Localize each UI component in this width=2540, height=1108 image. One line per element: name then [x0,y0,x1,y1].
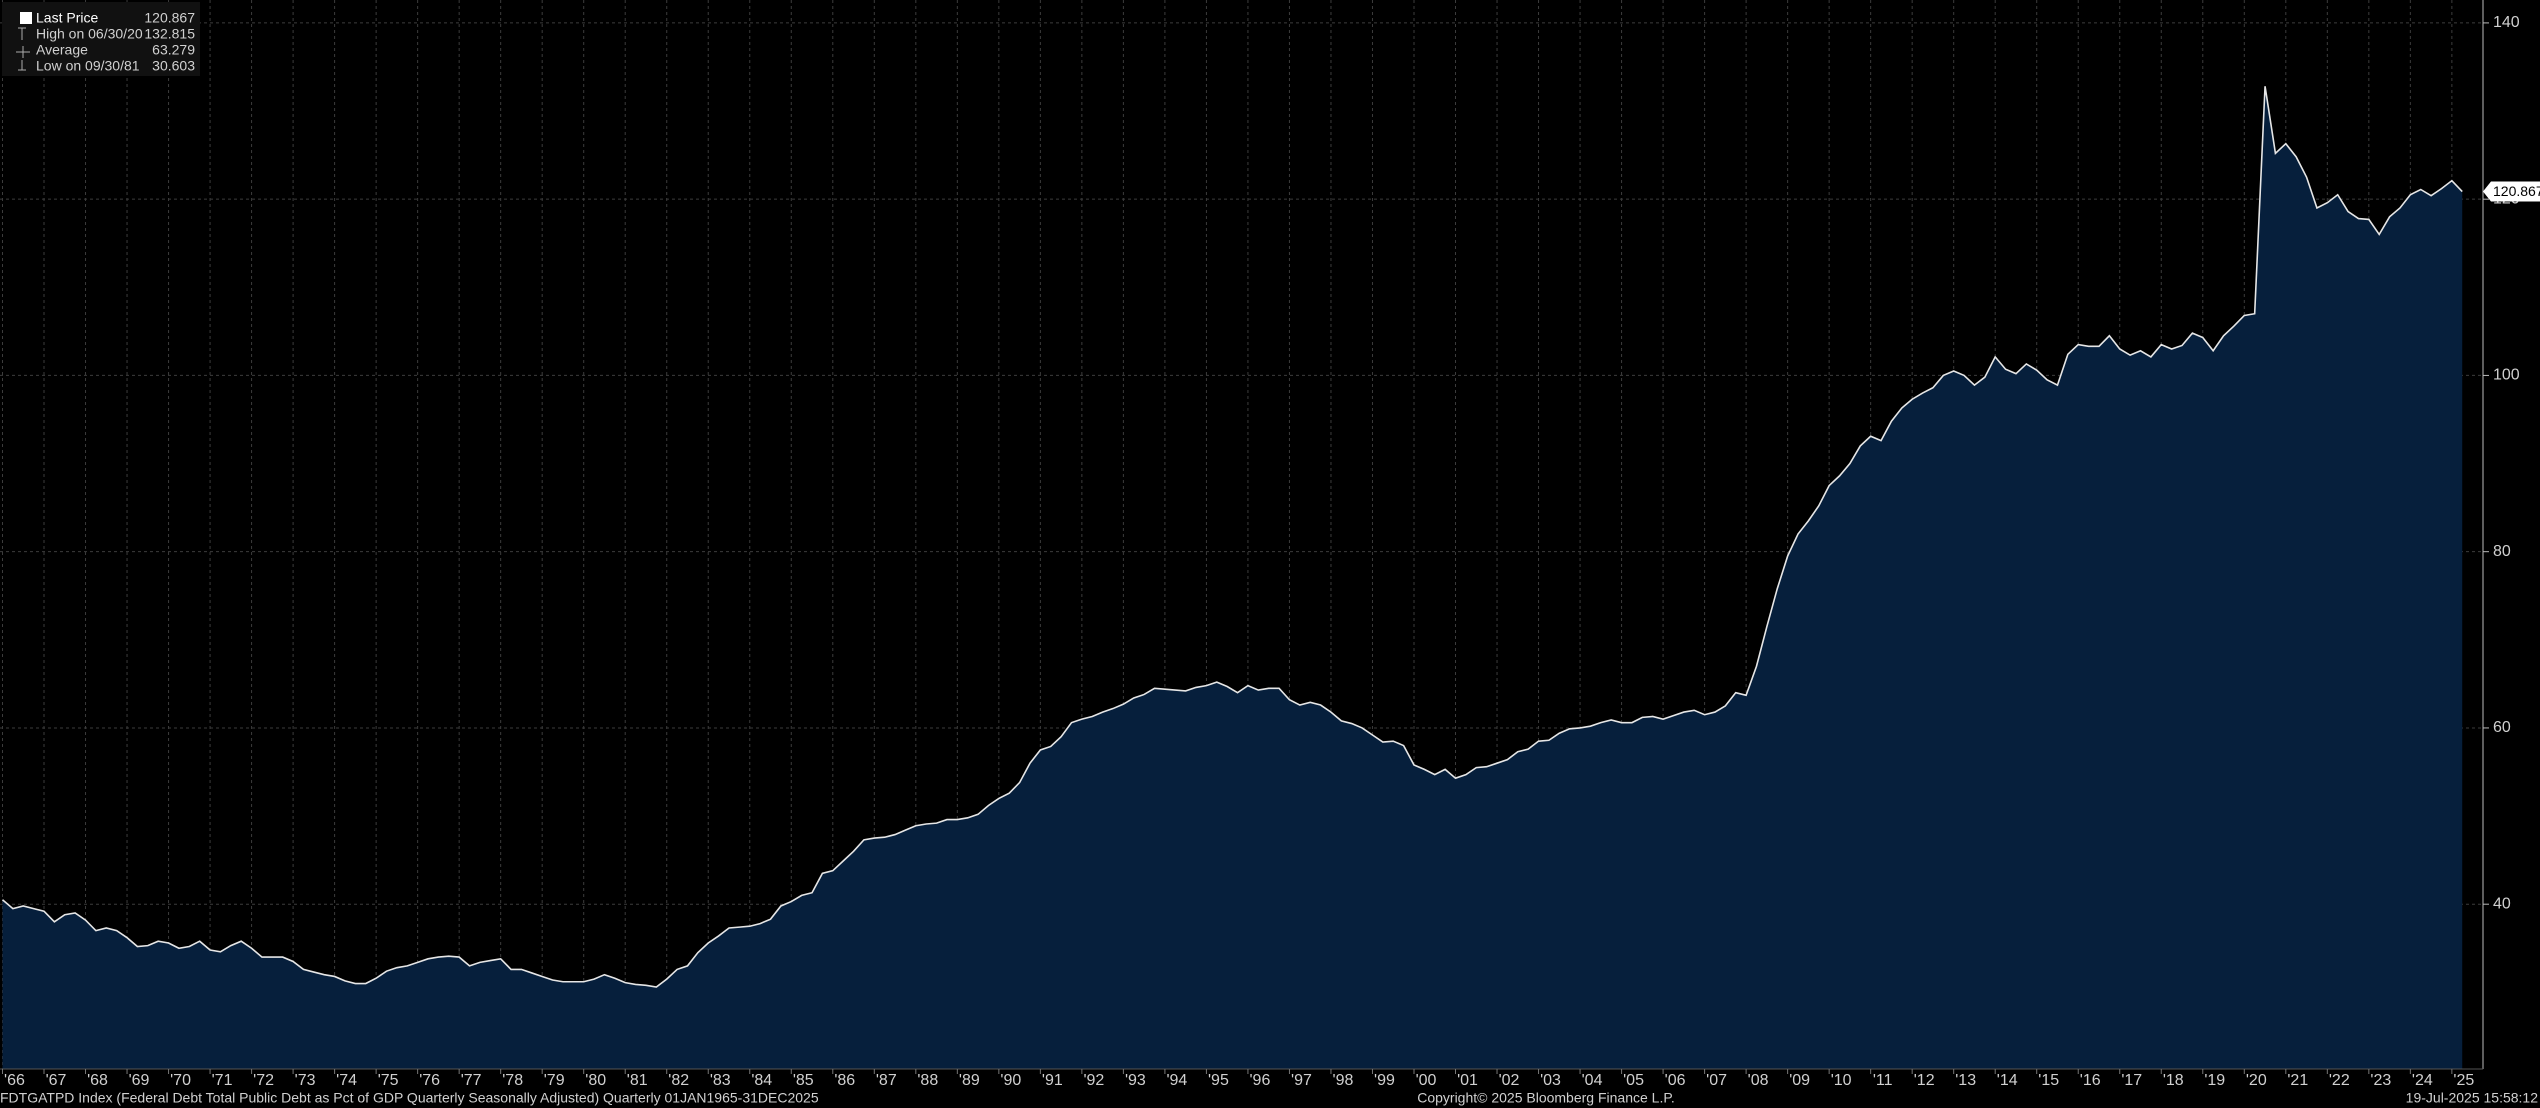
y-tick-label: 140 [2493,14,2520,31]
x-tick-label: '86 [834,1072,855,1089]
x-tick-label: '78 [502,1072,523,1089]
legend-label: Low on 09/30/81 [36,58,140,74]
last-price-label: 120.867 [2493,183,2540,199]
legend-icon [18,27,26,40]
x-tick-label: '04 [1582,1072,1603,1089]
x-tick-label: '00 [1416,1072,1437,1089]
area [2,86,2463,1070]
legend-value: 30.603 [152,58,195,74]
footer-left: FDTGATPD Index (Federal Debt Total Publi… [0,1090,819,1106]
x-tick-label: '76 [419,1072,440,1089]
x-tick-label: '05 [1623,1072,1644,1089]
x-tick-label: '92 [1083,1072,1104,1089]
x-tick-label: '23 [2370,1072,2391,1089]
y-tick-label: 40 [2493,895,2511,912]
x-tick-label: '84 [751,1072,772,1089]
x-tick-label: '11 [1873,1072,1893,1089]
x-tick-label: '82 [668,1072,689,1089]
footer-right: 19-Jul-2025 15:58:12 [2406,1090,2539,1106]
legend-label: Average [36,42,88,58]
x-tick-label: '01 [1457,1072,1478,1089]
x-tick-label: '96 [1250,1072,1271,1089]
x-tick-label: '98 [1333,1072,1354,1089]
x-tick-label: '02 [1499,1072,1520,1089]
x-tick-label: '08 [1748,1072,1769,1089]
x-tick-label: '99 [1374,1072,1395,1089]
x-tick-label: '68 [87,1072,108,1089]
x-tick-label: '69 [129,1072,150,1089]
legend-value: 132.815 [144,26,195,42]
y-tick-label: 80 [2493,543,2511,560]
x-tick-label: '87 [876,1072,897,1089]
x-tick-label: '03 [1540,1072,1561,1089]
x-tick-label: '24 [2412,1072,2433,1089]
x-tick-label: '93 [1125,1072,1146,1089]
footer-center: Copyright© 2025 Bloomberg Finance L.P. [1417,1090,1675,1106]
legend-box [2,2,200,76]
x-tick-label: '79 [544,1072,565,1089]
x-tick-label: '16 [2080,1072,2101,1089]
x-tick-label: '74 [336,1072,357,1089]
last-price-tag [2483,181,2540,202]
x-tick-label: '21 [2287,1072,2308,1089]
x-tick-label: '10 [1831,1072,1852,1089]
x-tick-label: '22 [2329,1072,2350,1089]
x-tick-label: '85 [793,1072,814,1089]
x-tick-label: '75 [378,1072,399,1089]
legend-icon [20,12,32,24]
legend-icon [18,60,26,71]
x-tick-label: '09 [1789,1072,1810,1089]
y-tick-label: 100 [2493,367,2520,384]
x-tick-label: '15 [2038,1072,2059,1089]
x-tick-label: '91 [1042,1072,1063,1089]
x-tick-label: '88 [917,1072,938,1089]
x-tick-label: '95 [1208,1072,1229,1089]
x-tick-label: '94 [1166,1072,1187,1089]
x-tick-label: '70 [170,1072,191,1089]
legend-label: High on 06/30/20 [36,26,143,42]
x-tick-label: '19 [2204,1072,2225,1089]
x-tick-label: '12 [1914,1072,1935,1089]
legend-icon [16,46,30,58]
plot [1,86,2463,1070]
x-tick-label: '18 [2163,1072,2184,1089]
x-tick-label: '97 [1291,1072,1312,1089]
x-tick-label: '67 [46,1072,67,1089]
x-tick-label: '66 [4,1072,25,1089]
x-tick-label: '17 [2121,1072,2142,1089]
x-tick-label: '14 [1997,1072,2018,1089]
x-tick-label: '83 [710,1072,731,1089]
x-tick-label: '71 [212,1072,233,1089]
x-tick-label: '07 [1706,1072,1727,1089]
x-tick-label: '13 [1955,1072,1976,1089]
x-tick-label: '89 [959,1072,980,1089]
x-tick-label: '73 [295,1072,316,1089]
x-tick-label: '77 [461,1072,482,1089]
legend-value: 63.279 [152,42,195,58]
axes: 406080100120140'66'67'68'69'70'71'72'73'… [1,14,2540,1089]
x-tick-label: '90 [1000,1072,1021,1089]
x-tick-label: '06 [1665,1072,1686,1089]
x-tick-label: '72 [253,1072,274,1089]
legend-label: Last Price [36,10,98,26]
x-tick-label: '81 [627,1072,648,1089]
x-tick-label: '25 [2453,1072,2474,1089]
x-tick-label: '20 [2246,1072,2267,1089]
x-tick-label: '80 [585,1072,606,1089]
y-tick-label: 60 [2493,719,2511,736]
line [1,86,2463,988]
legend-value: 120.867 [144,10,195,26]
